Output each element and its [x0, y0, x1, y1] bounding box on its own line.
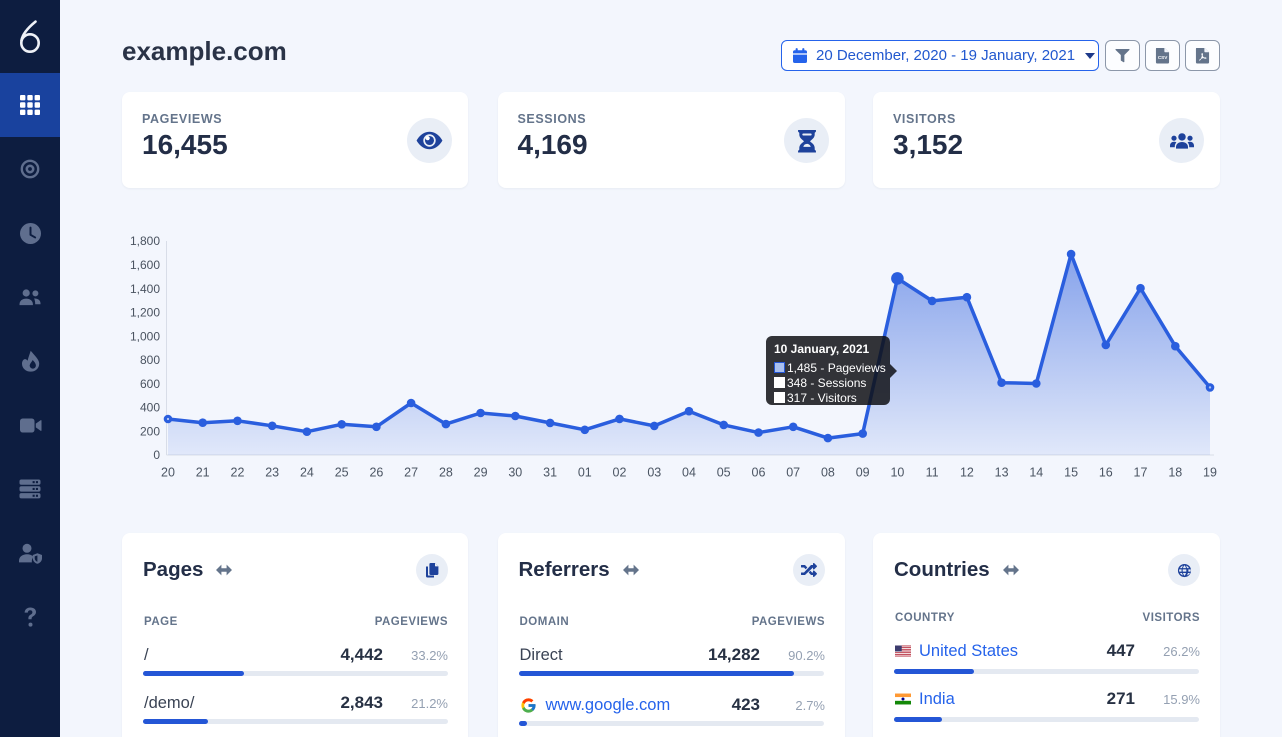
- svg-text:1,200: 1,200: [130, 306, 160, 320]
- svg-text:800: 800: [140, 353, 160, 367]
- svg-text:09: 09: [856, 466, 870, 480]
- svg-text:1,400: 1,400: [130, 282, 160, 296]
- svg-text:03: 03: [647, 466, 661, 480]
- svg-text:13: 13: [995, 466, 1009, 480]
- svg-text:600: 600: [140, 377, 160, 391]
- svg-text:1,800: 1,800: [130, 234, 160, 248]
- svg-text:21: 21: [196, 466, 210, 480]
- svg-text:01: 01: [578, 466, 592, 480]
- svg-text:15: 15: [1064, 466, 1078, 480]
- svg-text:28: 28: [439, 466, 453, 480]
- svg-text:31: 31: [543, 466, 557, 480]
- svg-text:24: 24: [300, 466, 314, 480]
- svg-text:14: 14: [1029, 466, 1043, 480]
- svg-text:29: 29: [474, 466, 488, 480]
- svg-text:10: 10: [890, 466, 904, 480]
- svg-text:25: 25: [335, 466, 349, 480]
- svg-text:23: 23: [265, 466, 279, 480]
- svg-text:11: 11: [926, 466, 939, 480]
- svg-text:12: 12: [960, 466, 974, 480]
- svg-text:27: 27: [404, 466, 418, 480]
- svg-text:22: 22: [231, 466, 245, 480]
- svg-text:05: 05: [717, 466, 731, 480]
- svg-text:CSV: CSV: [1157, 54, 1167, 59]
- svg-text:26: 26: [369, 466, 383, 480]
- svg-text:16: 16: [1099, 466, 1113, 480]
- svg-text:1,600: 1,600: [130, 258, 160, 272]
- svg-text:20: 20: [161, 466, 175, 480]
- svg-text:08: 08: [821, 466, 835, 480]
- svg-text:17: 17: [1134, 466, 1148, 480]
- svg-text:18: 18: [1168, 466, 1182, 480]
- svg-text:1,000: 1,000: [130, 329, 160, 343]
- svg-text:400: 400: [140, 401, 160, 415]
- svg-text:200: 200: [140, 424, 160, 438]
- svg-text:07: 07: [786, 466, 800, 480]
- svg-text:02: 02: [613, 466, 627, 480]
- svg-text:04: 04: [682, 466, 696, 480]
- svg-text:06: 06: [752, 466, 766, 480]
- svg-text:0: 0: [153, 448, 160, 462]
- svg-text:19: 19: [1203, 466, 1217, 480]
- svg-text:30: 30: [508, 466, 522, 480]
